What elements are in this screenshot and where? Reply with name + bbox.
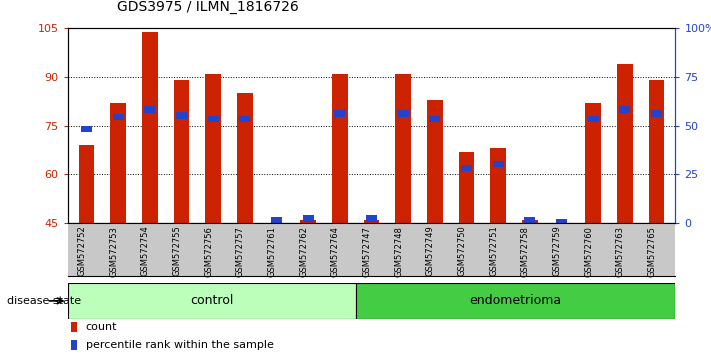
Text: GSM572755: GSM572755 [173,226,181,276]
Bar [300,220,316,223]
Bar [619,106,631,113]
Bar [395,74,411,223]
Text: GSM572754: GSM572754 [141,226,150,276]
Bar [173,80,189,223]
Text: GDS3975 / ILMN_1816726: GDS3975 / ILMN_1816726 [117,0,299,14]
Text: GSM572764: GSM572764 [331,226,340,276]
Bar [617,64,633,223]
Text: GSM572762: GSM572762 [299,226,308,276]
Bar [81,126,92,132]
Text: GSM572756: GSM572756 [204,226,213,276]
Text: GSM572752: GSM572752 [77,226,87,276]
Bar [356,283,675,319]
Text: GSM572758: GSM572758 [520,226,530,276]
Bar [429,116,440,122]
Bar [334,110,346,116]
Text: percentile rank within the sample: percentile rank within the sample [86,340,274,350]
Bar [587,116,599,122]
Text: count: count [86,322,117,332]
Bar [112,114,124,120]
Text: GSM572757: GSM572757 [236,226,245,276]
Text: control: control [190,295,233,307]
Bar [648,80,664,223]
Bar [237,93,253,223]
Text: GSM572751: GSM572751 [489,226,498,276]
Bar [68,283,356,319]
Bar [651,110,662,116]
Text: GSM572748: GSM572748 [394,226,403,276]
Bar [461,165,472,171]
Bar [144,106,156,113]
Text: GSM572749: GSM572749 [426,226,435,276]
Text: GSM572753: GSM572753 [109,226,118,276]
Bar [459,152,474,223]
Bar [556,219,567,223]
Text: disease state: disease state [7,296,81,306]
Bar [70,340,77,350]
Bar [208,116,219,122]
Bar [303,215,314,222]
Bar [585,103,601,223]
Bar [271,217,282,223]
Bar [110,103,126,223]
Bar [490,148,506,223]
Text: GSM572760: GSM572760 [584,226,593,276]
Text: GSM572761: GSM572761 [267,226,277,276]
Bar [363,220,380,223]
Bar [427,100,443,223]
Bar [79,145,95,223]
Bar [493,161,503,167]
Bar [142,32,158,223]
Bar [522,220,538,223]
Text: GSM572765: GSM572765 [648,226,656,276]
Bar [332,74,348,223]
Text: endometrioma: endometrioma [469,295,562,307]
Text: GSM572750: GSM572750 [457,226,466,276]
Bar [397,110,409,116]
Bar [240,116,250,122]
Text: GSM572747: GSM572747 [363,226,371,276]
Bar [70,322,77,332]
Text: GSM572759: GSM572759 [552,226,562,276]
Bar [205,74,221,223]
Text: GSM572763: GSM572763 [616,226,625,277]
Bar [176,112,187,119]
Bar [524,217,535,223]
Bar [366,215,377,222]
